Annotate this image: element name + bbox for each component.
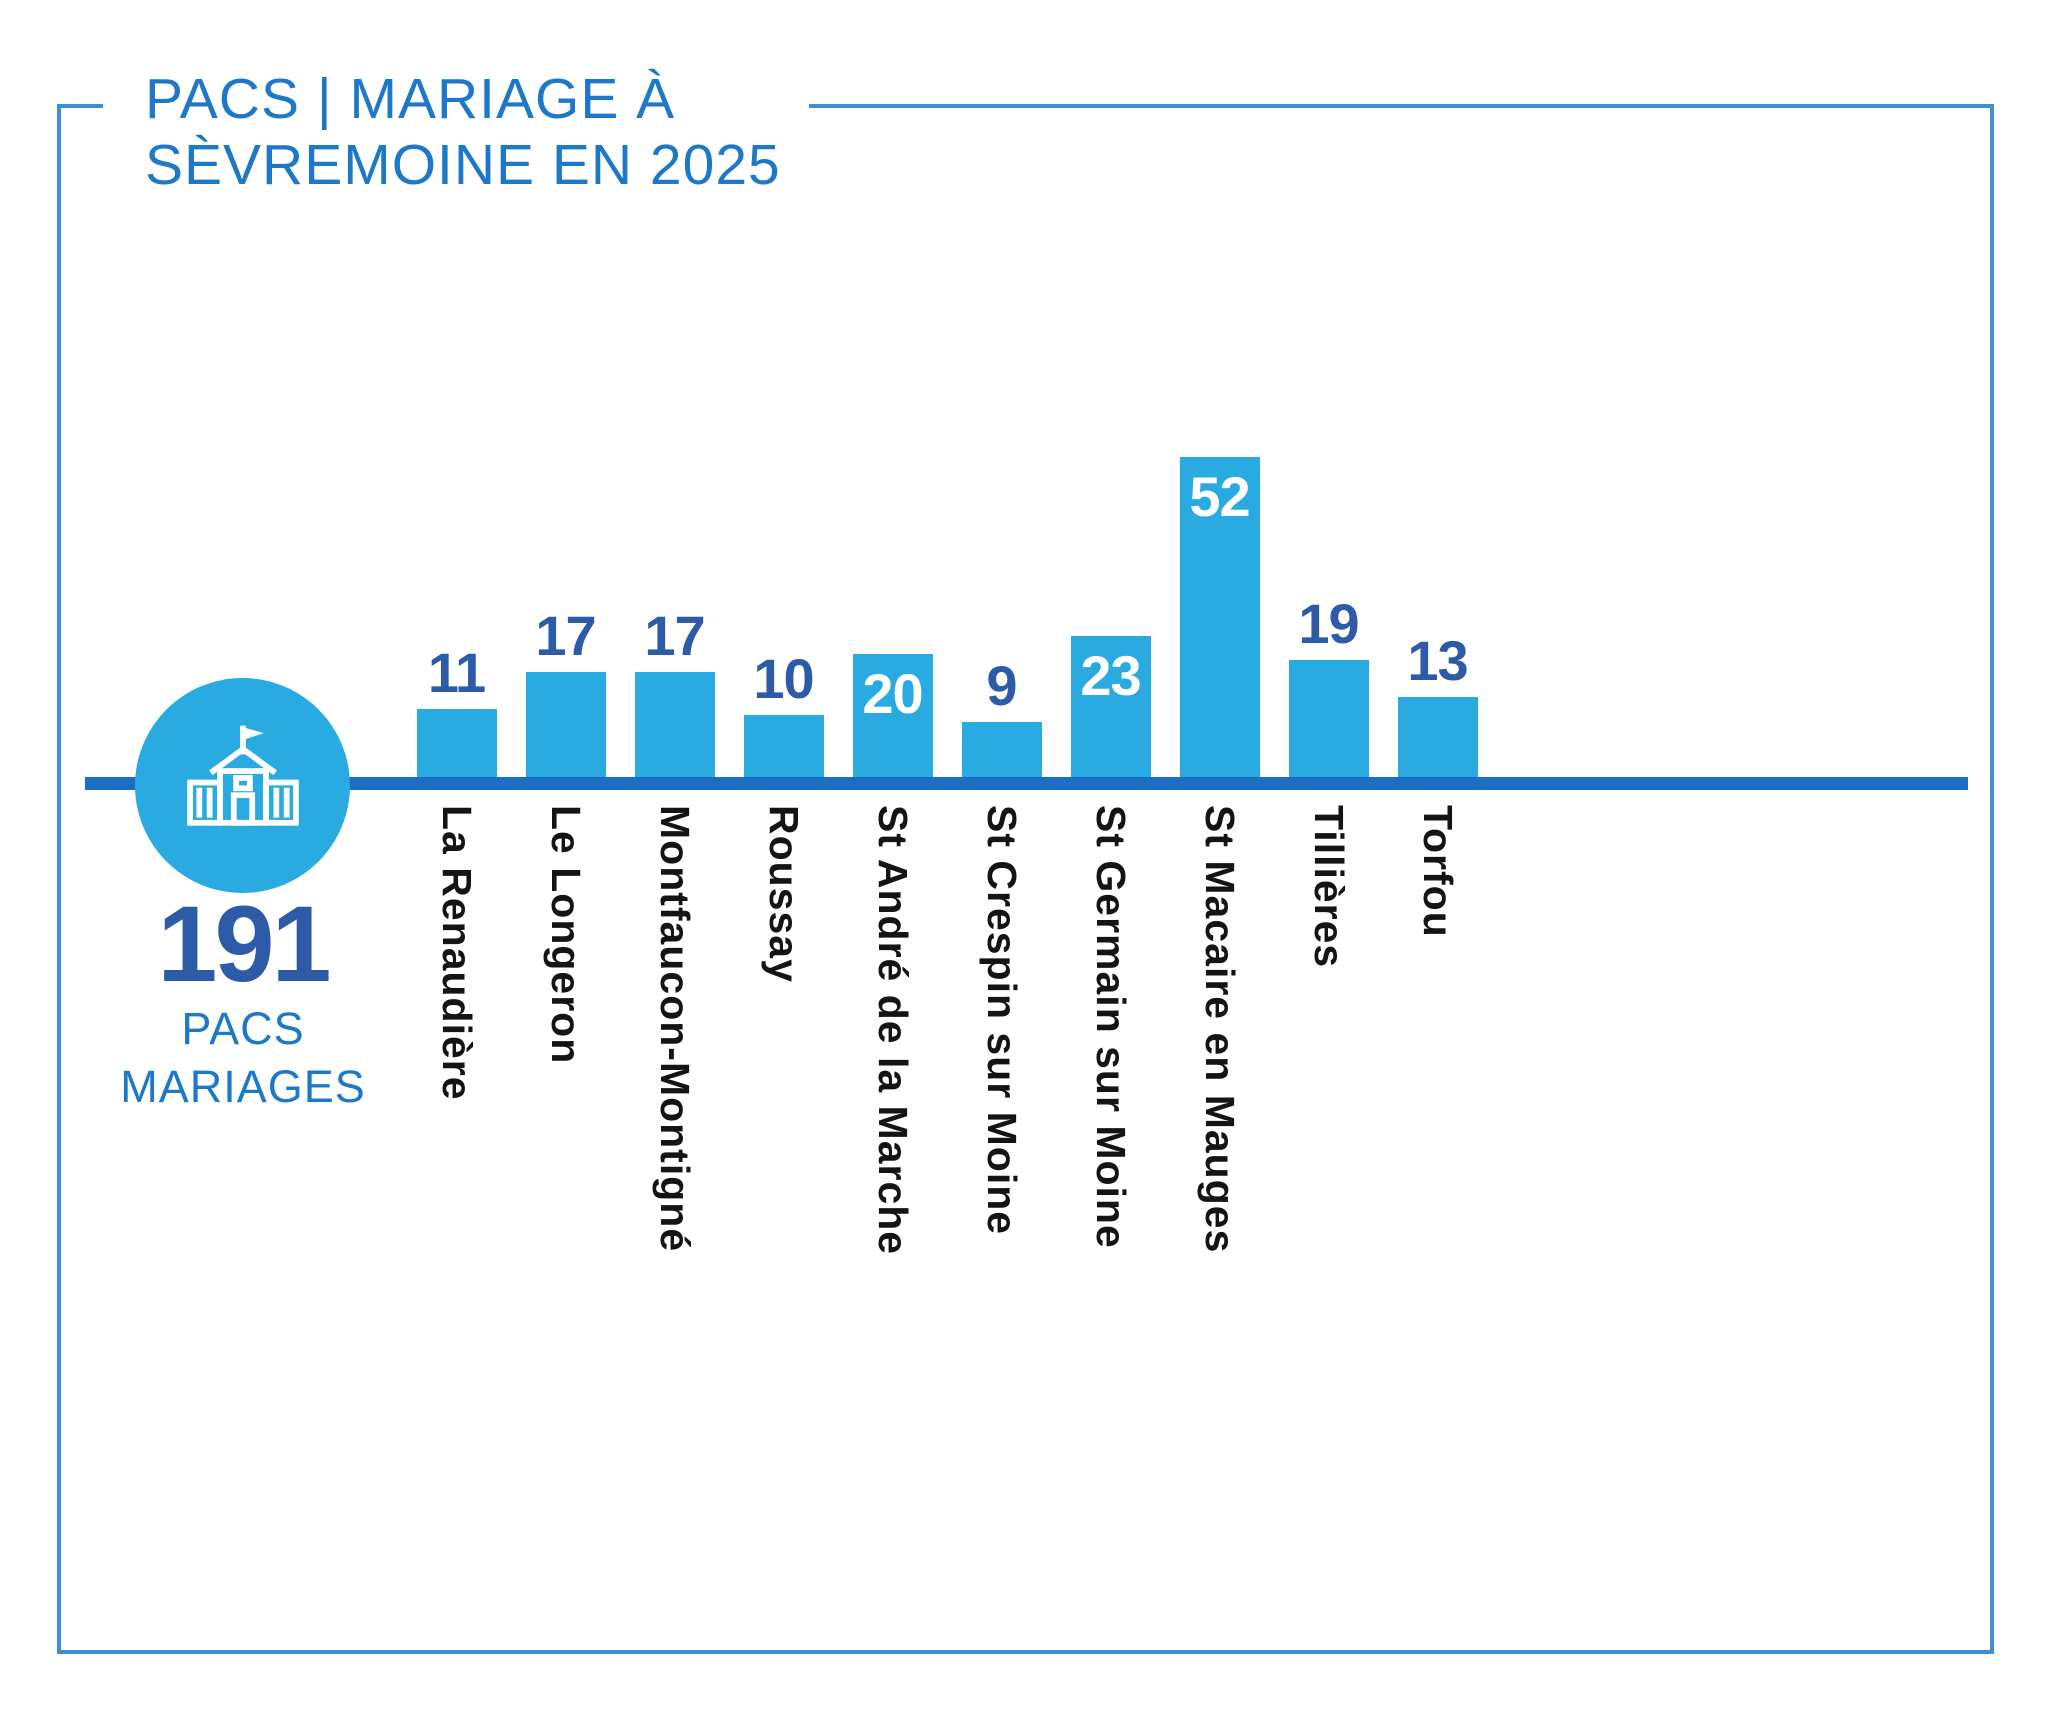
frame-border-top-right [740,104,1994,108]
bar-value-label: 20 [862,662,923,725]
bar-category-text: St Germain sur Moine [1088,805,1135,1249]
bar-category-text: Montfaucon-Montigné [652,805,699,1253]
chart-title-line1: PACS | MARIAGE À [145,67,676,131]
bar [525,672,606,777]
bar-category-label: La Renaudière [402,805,511,1101]
bar-value-label: 52 [1189,465,1250,528]
bar-category-label: Roussay [729,805,838,983]
bar [1179,457,1260,777]
bar [1288,660,1369,777]
bar-category-label: Tillières [1274,805,1383,968]
total-value: 191 [157,883,331,1004]
bar-category-label: St Crespin sur Moine [947,805,1056,1235]
town-hall-badge [135,678,350,893]
bar-value-label: 17 [644,604,705,667]
bar-value-label: 9 [986,654,1017,717]
bar-category-text: Tillières [1306,805,1353,969]
bar-value-label: 13 [1407,629,1468,692]
bar-category-text: St Crespin sur Moine [979,805,1026,1236]
bar [852,654,933,777]
frame-border-top-left [57,104,109,108]
bar-category-text: La Renaudière [434,805,481,1101]
bar-category-label: St Germain sur Moine [1056,805,1165,1249]
chart-title-line2: SÈVREMOINE EN 2025 [145,133,781,198]
bar-category-text: Torfou [1415,805,1462,938]
bar-category-text: St Macaire en Mauges [1197,805,1244,1254]
bar-category-label: Le Longeron [511,805,620,1064]
bar-value-label: 11 [427,641,486,704]
bar-category-label: St Macaire en Mauges [1165,805,1274,1253]
frame-border-right [1990,104,1994,1654]
bar-category-text: Roussay [761,805,808,983]
bar-category-label: Montfaucon-Montigné [620,805,729,1252]
bar-category-text: Le Longeron [543,805,590,1065]
frame-border-bottom [57,1650,1994,1654]
bar [1070,636,1151,777]
bar [1397,697,1478,777]
total-block: 191 PACS MARIAGES [83,890,403,1114]
town-hall-icon [186,725,299,826]
axis-baseline [85,777,1968,790]
bar-value-label: 23 [1080,644,1141,707]
bar-value-label: 19 [1298,592,1359,655]
bar [961,722,1042,777]
bar-value-label: 17 [535,604,596,667]
bar [743,715,824,777]
chart-title: PACS | MARIAGE À SÈVREMOINE EN 2025 [143,62,809,203]
bar-category-label: St André de la Marche [838,805,947,1255]
bar-value-label: 10 [753,647,814,710]
total-label-mariages: MARIAGES [120,1061,366,1112]
frame-border-left [57,104,61,1654]
total-label-pacs: PACS [181,1003,305,1054]
bar [634,672,715,777]
bar [416,709,497,777]
bar-category-text: St André de la Marche [870,805,917,1256]
bar-category-label: Torfou [1383,805,1492,938]
